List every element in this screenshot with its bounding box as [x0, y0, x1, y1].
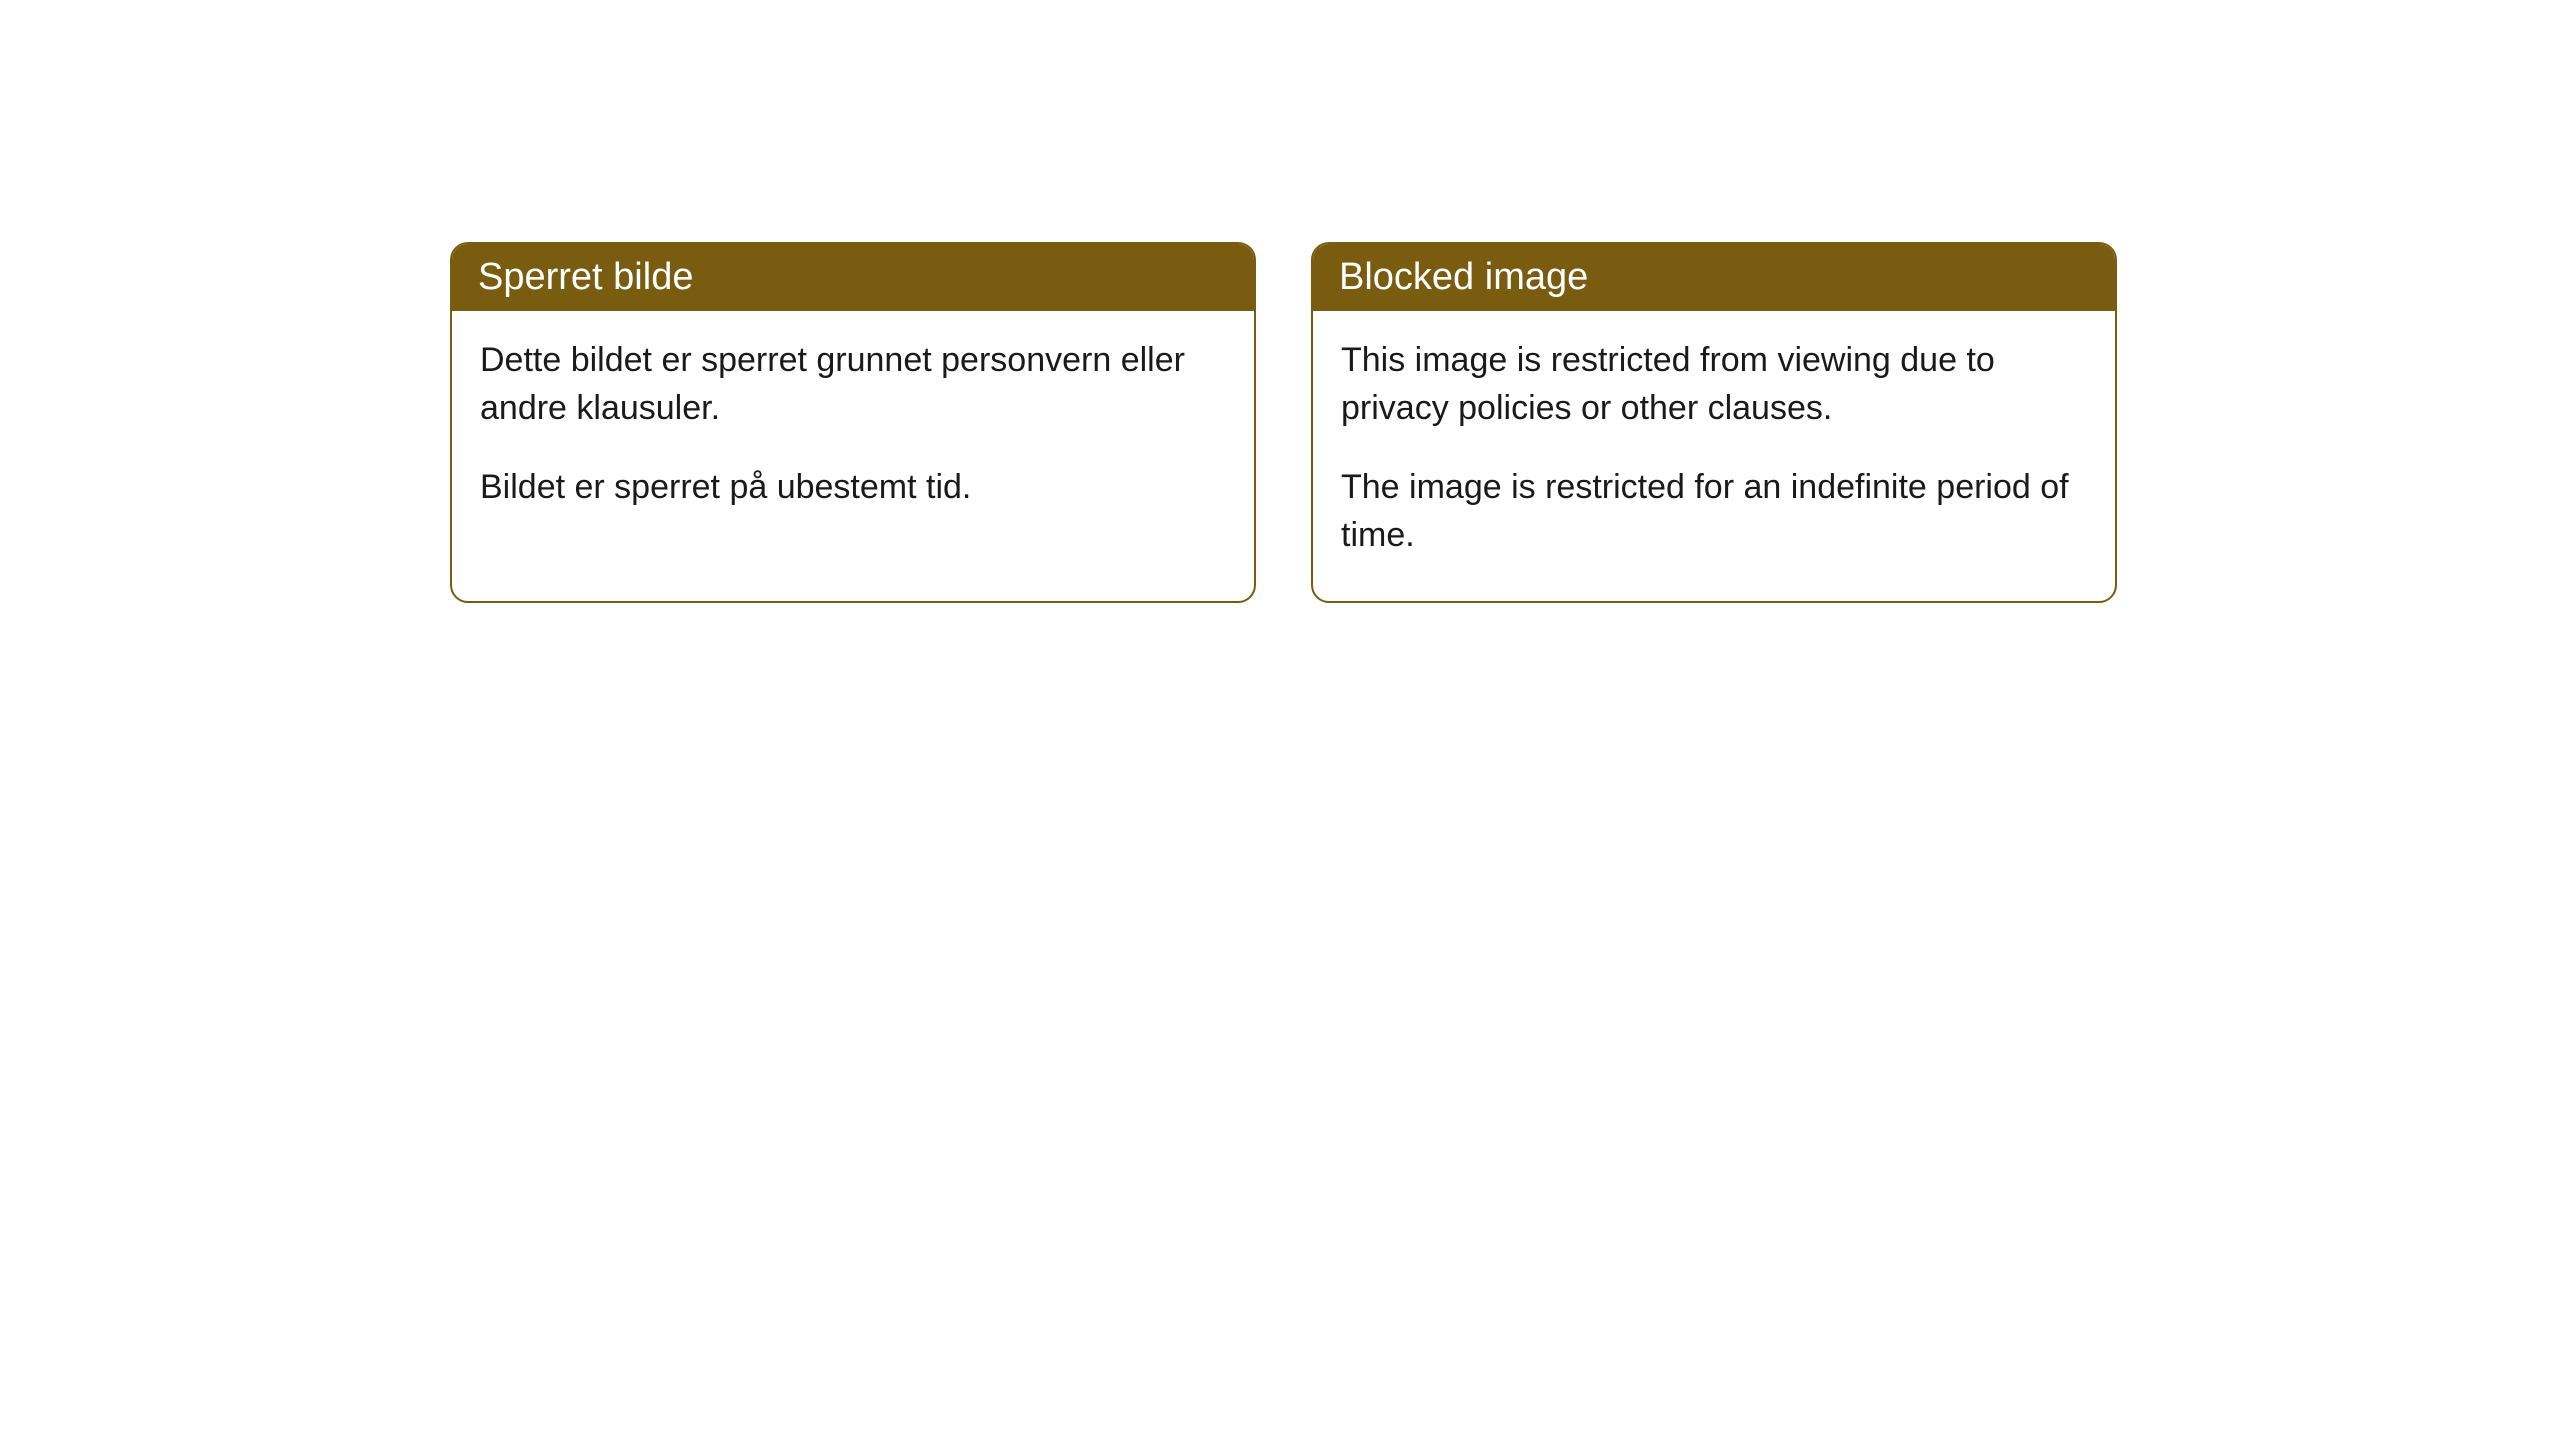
- card-paragraph-1-en: This image is restricted from viewing du…: [1341, 337, 2087, 432]
- notice-container: Sperret bilde Dette bildet er sperret gr…: [450, 242, 2117, 603]
- card-paragraph-1-no: Dette bildet er sperret grunnet personve…: [480, 337, 1226, 432]
- card-body-en: This image is restricted from viewing du…: [1313, 311, 2115, 601]
- card-paragraph-2-en: The image is restricted for an indefinit…: [1341, 464, 2087, 559]
- card-header-no: Sperret bilde: [452, 244, 1254, 311]
- card-header-en: Blocked image: [1313, 244, 2115, 311]
- blocked-image-card-en: Blocked image This image is restricted f…: [1311, 242, 2117, 603]
- card-body-no: Dette bildet er sperret grunnet personve…: [452, 311, 1254, 554]
- blocked-image-card-no: Sperret bilde Dette bildet er sperret gr…: [450, 242, 1256, 603]
- card-paragraph-2-no: Bildet er sperret på ubestemt tid.: [480, 464, 1226, 512]
